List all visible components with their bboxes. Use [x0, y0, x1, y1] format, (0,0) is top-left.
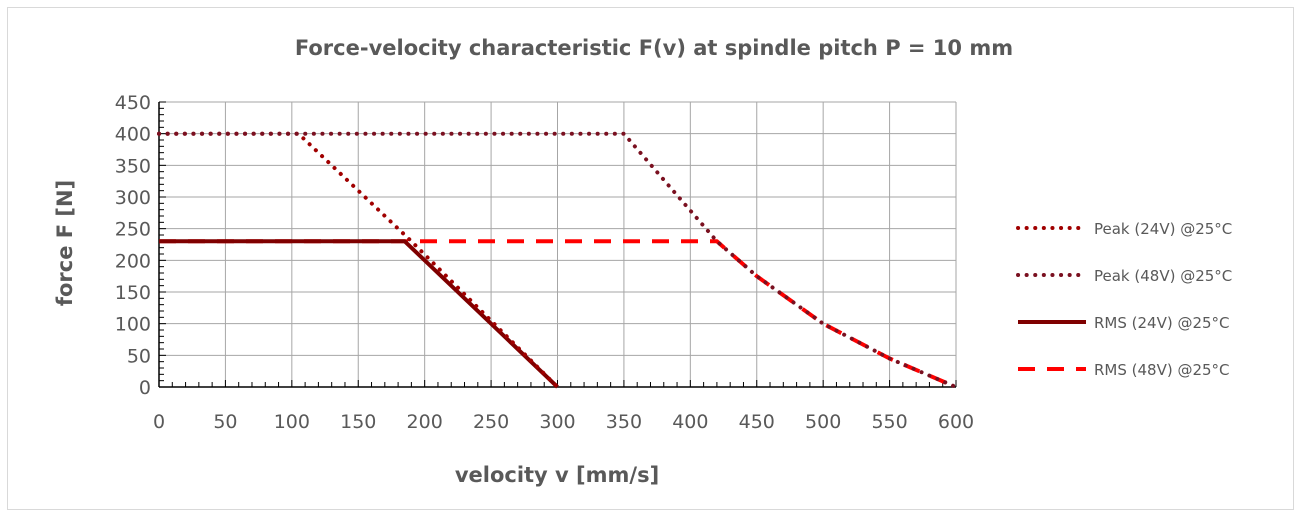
chart-frame	[7, 7, 1294, 510]
y-tick-label-100: 100	[115, 314, 151, 336]
legend-label-1: Peak (48V) @25°C	[1094, 267, 1232, 285]
x-tick-label-150: 150	[340, 411, 376, 433]
legend-label-3: RMS (48V) @25°C	[1094, 361, 1230, 379]
y-tick-label-300: 300	[115, 187, 151, 209]
tick-labels: 0 50 100 150 200 250 300 350 400 450 500 550 600 0 50 1…	[115, 92, 974, 433]
series-line-2	[159, 239, 559, 389]
y-tick-label-350: 350	[115, 155, 151, 177]
x-tick-label-400: 400	[672, 411, 708, 433]
series-line-3	[159, 239, 957, 389]
x-tick-label-450: 450	[739, 411, 775, 433]
x-tick-label-550: 550	[871, 411, 907, 433]
y-axis-title: force F [N]	[53, 180, 77, 306]
chart-title: Force-velocity characteristic F(v) at sp…	[295, 36, 1013, 60]
y-tick-label-0: 0	[139, 377, 151, 399]
x-tick-label-350: 350	[606, 411, 642, 433]
y-tick-label-250: 250	[115, 219, 151, 241]
x-tick-label-250: 250	[473, 411, 509, 433]
x-tick-label-500: 500	[805, 411, 841, 433]
y-tick-label-150: 150	[115, 282, 151, 304]
x-tick-label-300: 300	[539, 411, 575, 433]
legend-label-0: Peak (24V) @25°C	[1094, 220, 1232, 238]
legend: Peak (24V) @25°C Peak (48V) @25°C RMS (24V…	[1016, 220, 1232, 379]
x-tick-label-0: 0	[153, 411, 165, 433]
legend-label-2: RMS (24V) @25°C	[1094, 314, 1230, 332]
series-line-1	[157, 131, 958, 389]
x-tick-label-50: 50	[213, 411, 237, 433]
grid	[159, 101, 957, 387]
y-tick-label-450: 450	[115, 92, 151, 114]
x-axis-title: velocity v [mm/s]	[455, 463, 659, 487]
x-tick-label-200: 200	[407, 411, 443, 433]
y-tick-label-200: 200	[115, 250, 151, 272]
y-tick-label-400: 400	[115, 124, 151, 146]
y-tick-label-50: 50	[127, 345, 151, 367]
x-tick-label-100: 100	[274, 411, 310, 433]
x-tick-label-600: 600	[938, 411, 974, 433]
series-lines	[157, 131, 958, 389]
